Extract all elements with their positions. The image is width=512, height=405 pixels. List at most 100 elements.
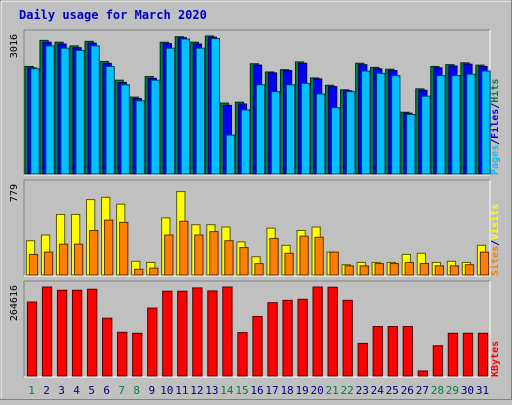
x-tick-label-day-22: 22: [341, 384, 354, 397]
x-tick-label-day-20: 20: [311, 384, 324, 397]
bar-sites-day-24: [374, 263, 384, 276]
bar-kbytes-day-2: [41, 286, 53, 377]
x-tick-label-day-23: 23: [356, 384, 369, 397]
x-tick-label-day-10: 10: [160, 384, 173, 397]
bar-pages-day-2: [45, 45, 55, 175]
bar-sites-day-7: [119, 221, 129, 276]
x-tick-label-day-12: 12: [190, 384, 203, 397]
bar-sites-day-11: [179, 220, 189, 276]
bar-pages-day-8: [135, 100, 145, 175]
bar-sites-day-15: [239, 247, 249, 276]
bar-kbytes-day-15: [237, 332, 248, 377]
legend-separator: /: [490, 240, 501, 246]
bar-sites-day-13: [209, 231, 219, 276]
bar-pages-day-30: [466, 73, 476, 175]
bar-pages-day-1: [30, 68, 40, 175]
bar-pages-day-23: [361, 70, 371, 175]
bar-sites-day-28: [434, 265, 445, 276]
bar-pages-day-12: [195, 47, 206, 175]
x-tick-label-day-14: 14: [220, 384, 234, 397]
bar-sites-day-27: [419, 263, 429, 276]
bar-sites-day-8: [134, 268, 144, 276]
x-tick-label-day-28: 28: [431, 384, 444, 397]
bar-kbytes-day-27: [417, 370, 429, 377]
bar-sites-day-20: [314, 236, 324, 276]
bar-sites-day-21: [329, 251, 339, 276]
legend-separator: /: [490, 103, 501, 109]
bar-sites-day-5: [89, 229, 99, 276]
bar-kbytes-day-19: [297, 298, 308, 377]
x-tick-label-day-19: 19: [295, 384, 308, 397]
x-tick-label-day-21: 21: [326, 384, 339, 397]
bar-pages-day-29: [451, 75, 461, 175]
x-tick-label-day-25: 25: [386, 384, 399, 397]
bar-pages-day-3: [60, 47, 70, 175]
bar-kbytes-day-7: [117, 331, 128, 377]
bar-sites-day-16: [254, 263, 264, 276]
bar-pages-day-31: [481, 70, 491, 175]
chart-title: Daily usage for March 2020: [19, 8, 207, 22]
bar-pages-day-10: [165, 47, 175, 175]
x-tick-label-day-15: 15: [235, 384, 248, 397]
bar-kbytes-day-14: [222, 286, 233, 377]
x-tick-label-day-5: 5: [88, 384, 95, 397]
bar-pages-day-19: [300, 82, 311, 175]
bar-kbytes-day-25: [387, 326, 398, 377]
bar-pages-day-14: [225, 134, 236, 175]
bar-sites-day-14: [224, 240, 234, 276]
bar-kbytes-day-16: [252, 315, 263, 377]
bar-pages-day-11: [180, 38, 190, 175]
bar-sites-day-22: [344, 265, 354, 276]
bar-pages-day-24: [376, 72, 386, 175]
bar-kbytes-day-11: [177, 290, 188, 377]
panel-middle-legend: Sites/Visits: [489, 204, 501, 276]
bar-kbytes-day-22: [342, 299, 353, 377]
x-tick-label-day-8: 8: [133, 384, 140, 397]
x-tick-label-day-3: 3: [58, 384, 65, 397]
legend-entry-hits: Hits: [489, 79, 501, 103]
bar-sites-day-19: [299, 235, 309, 276]
legend-entry-sites: Sites: [489, 246, 501, 276]
bar-pages-day-21: [331, 107, 341, 175]
x-tick-label-day-11: 11: [175, 384, 188, 397]
bar-kbytes-day-8: [132, 332, 143, 377]
x-tick-label-day-13: 13: [205, 384, 218, 397]
legend-separator: /: [490, 139, 501, 145]
bar-sites-day-25: [389, 263, 399, 276]
x-tick-label-day-26: 26: [401, 384, 414, 397]
legend-entry-files: Files: [489, 109, 501, 139]
bar-pages-day-15: [240, 109, 251, 175]
bar-kbytes-day-18: [282, 299, 293, 377]
panel-bottom: 264616 KBytes: [9, 280, 501, 378]
panel-top-legend: Pages/Files/Hits: [489, 79, 501, 175]
bar-pages-day-7: [120, 84, 130, 175]
x-axis-labels: 1 2 3 4 5 6 7 8 9 10 11 12 13 14 15 16 17 18 19 20 21 22 23 24 2…: [28, 384, 489, 397]
legend-entry-kbytes: KBytes: [490, 341, 501, 377]
bar-kbytes-day-17: [267, 302, 278, 377]
bar-kbytes-day-24: [372, 326, 383, 377]
bar-kbytes-day-3: [56, 289, 68, 377]
bar-kbytes-day-28: [432, 345, 444, 377]
bar-pages-day-27: [421, 95, 431, 175]
x-tick-label-day-24: 24: [371, 384, 385, 397]
bar-kbytes-day-1: [26, 301, 38, 377]
bar-kbytes-day-9: [147, 307, 158, 377]
bar-sites-day-4: [73, 243, 84, 276]
bar-pages-day-28: [436, 75, 446, 175]
bar-kbytes-day-30: [462, 332, 474, 377]
x-tick-label-day-18: 18: [280, 384, 293, 397]
bar-pages-day-20: [315, 93, 326, 175]
x-tick-label-day-9: 9: [148, 384, 155, 397]
bar-kbytes-day-4: [71, 289, 83, 377]
x-tick-label-day-17: 17: [265, 384, 278, 397]
bar-kbytes-day-13: [207, 290, 218, 377]
panel-bottom-ymax-label: 264616: [9, 285, 20, 321]
x-tick-label-day-1: 1: [28, 384, 35, 397]
panel-middle-ymax-label: 779: [9, 184, 20, 202]
bar-sites-day-12: [194, 234, 204, 276]
bar-pages-day-25: [391, 75, 401, 175]
x-tick-label-day-2: 2: [43, 384, 50, 397]
